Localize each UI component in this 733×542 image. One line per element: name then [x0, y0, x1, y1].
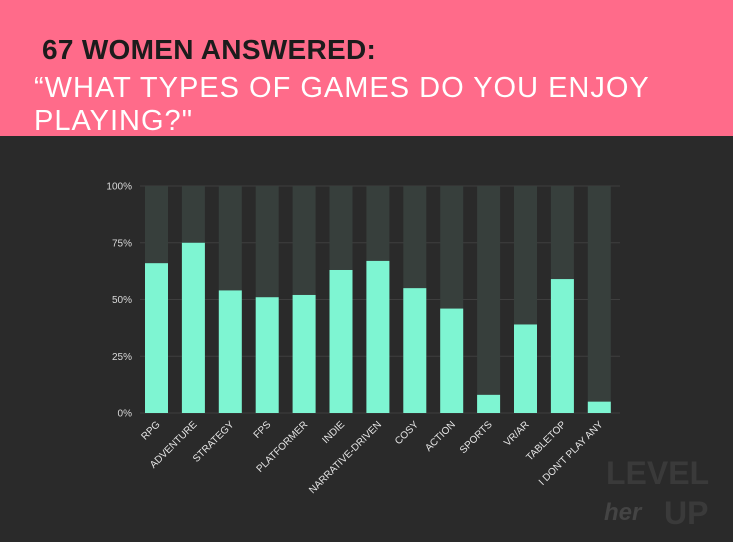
- bar: [587, 401, 611, 413]
- survey-count-title: 67 WOMEN ANSWERED:: [42, 34, 377, 65]
- title-banner: 67 WOMEN ANSWERED: “WHAT TYPES OF GAMES …: [0, 0, 733, 137]
- bar: [255, 297, 279, 413]
- y-tick-label: 25%: [112, 352, 132, 363]
- survey-question-title: “WHAT TYPES OF GAMES DO YOU ENJOY PLAYIN…: [34, 72, 650, 137]
- x-tick-label: VR/AR: [502, 419, 531, 448]
- bars: [145, 242, 611, 413]
- y-tick-label: 50%: [112, 295, 132, 306]
- y-tick-label: 75%: [112, 238, 132, 249]
- x-tick-label: INDIE: [320, 419, 347, 446]
- bar-track: [587, 186, 611, 413]
- x-tick-label: I DON'T PLAY ANY: [537, 419, 606, 488]
- bar: [477, 394, 501, 413]
- y-axis-ticks: 0% 25% 50% 75% 100%: [106, 182, 132, 420]
- y-tick-label: 0%: [118, 409, 133, 420]
- x-tick-label: SPORTS: [458, 419, 495, 456]
- y-tick-label: 100%: [106, 182, 132, 193]
- bar: [329, 269, 353, 413]
- x-tick-label: NARRATIVE-DRIVEN: [307, 419, 384, 496]
- bar: [218, 290, 242, 413]
- bar: [145, 263, 168, 413]
- bar-track: [477, 186, 501, 413]
- bar: [550, 279, 574, 413]
- x-tick-label: ACTION: [423, 419, 457, 453]
- bar: [181, 242, 205, 413]
- bar: [440, 308, 464, 413]
- x-tick-label: COSY: [393, 419, 421, 447]
- x-tick-label: FPS: [252, 419, 274, 441]
- x-tick-label: RPG: [140, 419, 163, 442]
- bar: [514, 324, 537, 413]
- bar: [403, 288, 427, 413]
- bar: [292, 294, 316, 413]
- bar: [366, 260, 390, 413]
